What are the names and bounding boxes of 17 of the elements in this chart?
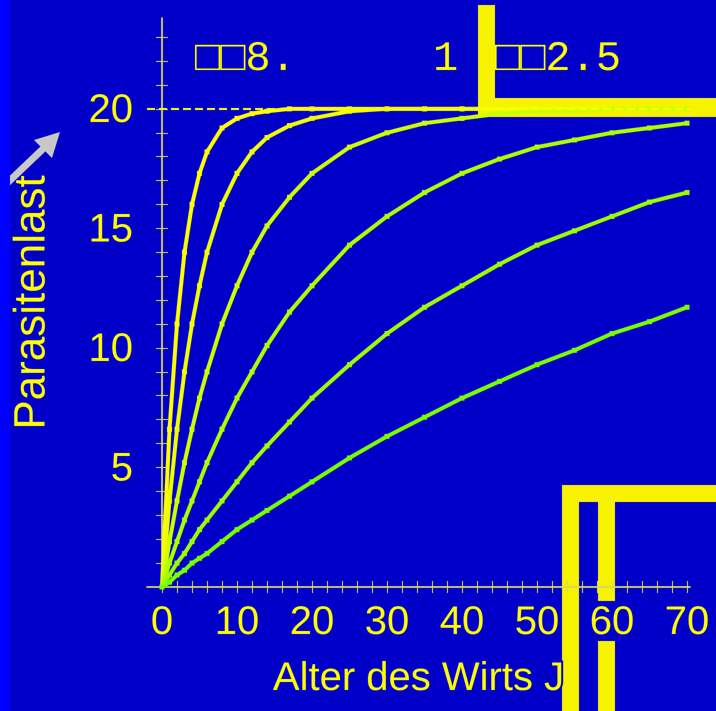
x-tick-label: 10 xyxy=(214,599,260,643)
annotation: □□2.5 xyxy=(495,35,622,83)
y-tick-label: 10 xyxy=(88,326,133,370)
y-tick-label: 15 xyxy=(88,206,133,250)
x-tick-label: 40 xyxy=(440,599,484,643)
y-axis-title: Parasitenlast xyxy=(6,175,54,430)
y-tick-label: 5 xyxy=(110,445,133,490)
annotation: □□8. xyxy=(195,35,296,83)
x-tick-label: 0 xyxy=(150,599,174,643)
x-tick-label: 60 xyxy=(590,599,634,643)
x-tick-label: 50 xyxy=(514,599,560,643)
y-tick-label: 20 xyxy=(88,86,133,131)
x-axis-title: Alter des Wirts J xyxy=(272,655,564,699)
x-tick-label: 70 xyxy=(664,599,710,643)
x-tick-label: 30 xyxy=(364,599,410,643)
annotation: 1 xyxy=(433,35,458,83)
x-tick-label: 20 xyxy=(290,599,334,643)
